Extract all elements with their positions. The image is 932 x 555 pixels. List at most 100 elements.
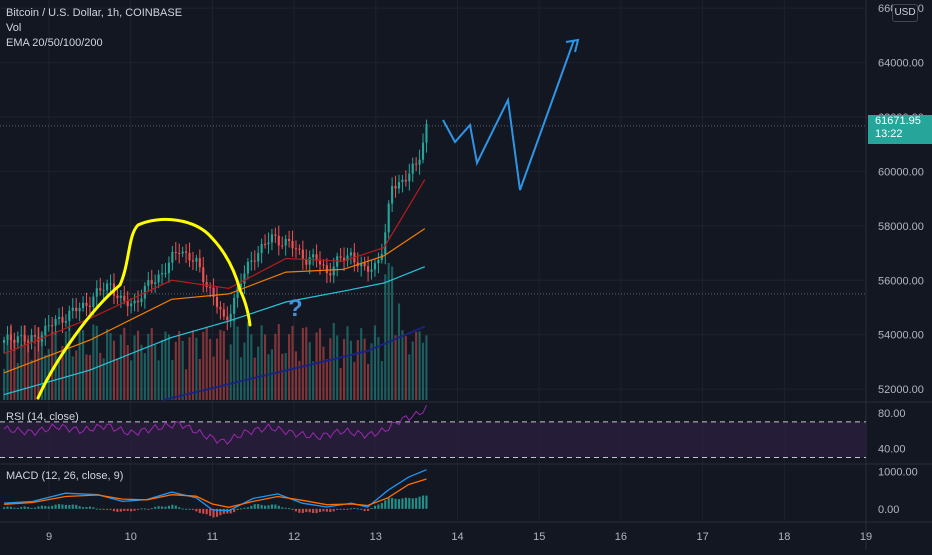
macd-label[interactable]: MACD (12, 26, close, 9) (6, 470, 124, 482)
macd-histogram-bar (99, 508, 102, 510)
volume-bar (188, 337, 191, 400)
candle-body (178, 252, 181, 254)
macd-histogram-bar (195, 508, 198, 512)
volume-bar (284, 353, 287, 400)
candle-body (421, 142, 425, 160)
signal-line (4, 478, 427, 508)
volume-bar (353, 361, 356, 400)
macd-histogram-bar (298, 508, 301, 513)
candle-body (202, 267, 205, 283)
macd-histogram-bar (329, 508, 332, 512)
candle-body (123, 295, 126, 301)
volume-bar (367, 363, 370, 400)
volume-bar (346, 326, 349, 400)
candle-body (95, 288, 98, 297)
volume-bar (44, 354, 47, 400)
ema-indicator-label[interactable]: EMA 20/50/100/200 (6, 37, 103, 49)
volume-bar (75, 350, 78, 400)
volume-bar (30, 359, 33, 400)
volume-bar (185, 369, 188, 400)
volume-bar (411, 341, 414, 400)
macd-histogram-bar (75, 504, 78, 509)
volume-bar (147, 333, 150, 400)
macd-histogram-bar (270, 504, 273, 509)
candle-body (260, 244, 263, 253)
volume-bar (312, 361, 315, 400)
macd-histogram-bar (391, 497, 394, 509)
candle-body (109, 283, 112, 285)
macd-histogram-bar (377, 504, 380, 509)
candle-body (264, 244, 267, 246)
volume-bar (222, 331, 225, 400)
macd-histogram-bar (212, 508, 215, 518)
candle-body (33, 335, 37, 337)
macd-histogram-bar (260, 504, 263, 509)
volume-bar (64, 331, 67, 400)
macd-histogram-bar (288, 508, 291, 510)
macd-histogram-bar (33, 507, 37, 509)
macd-histogram-bar (85, 506, 88, 509)
volume-bar (136, 330, 140, 400)
time-axis-label: 11 (207, 531, 218, 543)
candle-body (51, 325, 54, 327)
candle-body (411, 163, 414, 174)
currency-button[interactable]: USD (892, 4, 918, 22)
volume-bar (82, 330, 85, 400)
candle-body (250, 260, 253, 262)
candle-body (239, 283, 243, 288)
volume-bar (95, 325, 98, 400)
candle-body (136, 300, 140, 303)
candle-body (277, 235, 280, 246)
volume-bar (178, 330, 181, 400)
candle-body (157, 274, 160, 283)
macd-histogram-bar (281, 507, 284, 509)
last-price-tag: 61671.95 13:22 (868, 115, 932, 144)
volume-bar (195, 337, 198, 400)
macd-histogram-bar (109, 508, 112, 510)
candle-body (130, 303, 133, 307)
price-axis-label: 58000.00 (878, 221, 924, 233)
macd-histogram-bar (284, 507, 287, 509)
candle-body (329, 273, 332, 276)
candle-body (233, 297, 236, 314)
candle-body (82, 302, 85, 309)
macd-histogram-bar (164, 506, 167, 509)
macd-histogram-bar (246, 507, 249, 509)
macd-histogram-bar (360, 508, 363, 510)
volume-bar (85, 354, 88, 400)
macd-histogram-bar (315, 508, 318, 514)
volume-bar (154, 344, 157, 400)
volume-bar (116, 358, 119, 400)
candle-body (171, 251, 174, 263)
macd-histogram-bar (209, 508, 212, 516)
volume-bar (250, 334, 253, 400)
macd-histogram-bar (150, 508, 153, 510)
macd-histogram-bar (57, 504, 61, 509)
candle-body (71, 307, 74, 311)
volume-bar (40, 332, 43, 400)
candle-body (119, 295, 122, 298)
yellow-freehand-drawing (36, 217, 252, 400)
macd-histogram-bar (267, 505, 270, 509)
macd-histogram-bar (233, 508, 236, 513)
rsi-label[interactable]: RSI (14, close) (6, 411, 79, 423)
macd-histogram-bar (277, 505, 280, 509)
macd-histogram-bar (123, 508, 126, 511)
candle-body (205, 282, 208, 288)
chart-title[interactable]: Bitcoin / U.S. Dollar, 1h, COINBASE (6, 7, 183, 19)
volume-bar (202, 331, 205, 400)
candle-body (126, 300, 129, 307)
volume-indicator-label[interactable]: Vol (6, 22, 22, 34)
volume-bar (260, 325, 263, 400)
macd-histogram-bar (119, 508, 122, 512)
macd-histogram-bar (102, 508, 105, 510)
volume-bar (71, 356, 74, 400)
candle-body (284, 238, 287, 246)
macd-histogram-bar (346, 508, 349, 510)
volume-bar (112, 340, 116, 400)
volume-bar (88, 354, 91, 400)
volume-bar (291, 325, 294, 400)
macd-histogram-bar (82, 507, 85, 509)
macd-histogram-bar (318, 508, 322, 513)
